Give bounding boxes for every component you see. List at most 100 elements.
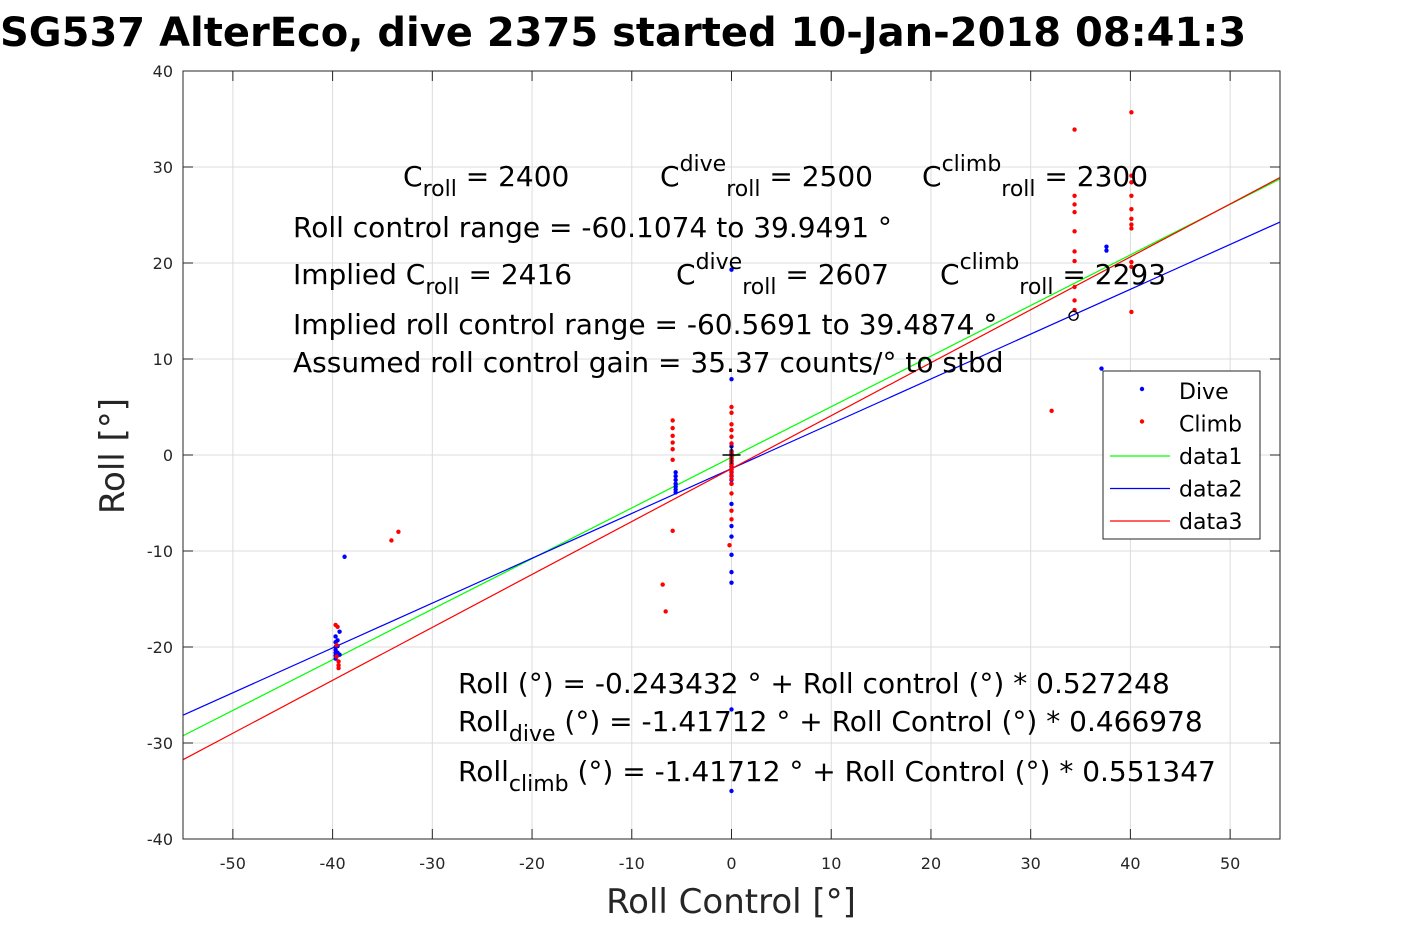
y-tick-label: 40 (153, 62, 173, 81)
climb-point (389, 538, 394, 543)
y-tick-label: -10 (147, 542, 173, 561)
roll-dive-equation: Rolldive (°) = -1.41712 ° + Roll Control… (458, 705, 1203, 747)
climb-point (1129, 259, 1134, 265)
axis-ticks (183, 70, 1280, 840)
x-tick-label: 40 (1120, 854, 1140, 873)
c-roll-annotation: Croll = 2400 (403, 160, 569, 202)
dive-point (729, 534, 734, 539)
dive-point (335, 638, 340, 643)
climb-point (1072, 202, 1077, 207)
climb-point (729, 422, 734, 427)
climb-point (1129, 180, 1134, 185)
legend-label: Climb (1179, 413, 1242, 438)
climb-point (1129, 216, 1134, 222)
climb-point (1072, 209, 1077, 215)
climb-point (670, 440, 675, 445)
climb-point (1072, 193, 1077, 198)
implied-c-roll-climb-annotation: Cclimbroll = 2293 (940, 250, 1166, 300)
climb-point (1129, 207, 1134, 212)
climb-point (336, 665, 341, 671)
dive-point (337, 629, 342, 634)
circle-marker (1068, 310, 1079, 322)
climb-point (1129, 309, 1134, 315)
climb-point (729, 517, 734, 522)
climb-point (729, 472, 734, 478)
dive-point (333, 634, 338, 639)
climb-point (729, 462, 734, 467)
dive-point (673, 473, 678, 479)
climb-point (670, 433, 675, 438)
special-markers (722, 310, 1079, 464)
climb-point (729, 410, 734, 415)
x-tick-label: 50 (1220, 854, 1240, 873)
x-tick-label: -30 (419, 854, 445, 873)
climb-point (670, 447, 675, 452)
gain-annotation: Assumed roll control gain = 35.37 counts… (293, 346, 1004, 379)
y-tick-label: 20 (153, 254, 173, 273)
legend-label: data3 (1179, 510, 1243, 535)
y-tick-label: 0 (163, 446, 173, 465)
dive-point (673, 490, 678, 495)
c-roll-climb-annotation: Cclimbroll = 2300 (922, 152, 1148, 202)
climb-point (1072, 284, 1077, 290)
x-tick-label: 10 (821, 854, 841, 873)
dive-point (729, 707, 734, 712)
implied-range-annotation: Implied roll control range = -60.5691 to… (293, 308, 997, 341)
climb-point (1129, 226, 1134, 231)
climb-point (1072, 258, 1077, 264)
climb-point (1129, 110, 1134, 115)
y-axis-label: Roll [°] (93, 398, 133, 514)
climb-point (1072, 249, 1077, 254)
x-tick-label: -40 (320, 854, 346, 873)
dive-point (729, 376, 734, 382)
climb-point (729, 404, 734, 410)
climb-point (729, 441, 734, 446)
climb-point (336, 659, 341, 664)
y-tick-label: 10 (153, 350, 173, 369)
legend: Dive Climb data1 data2 data3 (1102, 370, 1261, 540)
legend-marker-climb (1139, 419, 1145, 424)
chart-title: SG537 AlterEco, dive 2375 started 10-Jan… (0, 10, 1246, 56)
climb-point (729, 481, 734, 486)
dive-point (729, 569, 734, 575)
dive-point (729, 267, 734, 272)
dive-point (729, 788, 734, 794)
roll-equation: Roll (°) = -0.243432 ° + Roll control (°… (458, 667, 1170, 700)
dive-point (342, 554, 347, 559)
climb-point (1072, 127, 1077, 132)
legend-label: Dive (1179, 380, 1229, 405)
climb-point (1129, 173, 1134, 178)
climb-point (670, 457, 675, 462)
dive-point (673, 477, 678, 483)
implied-c-roll-dive-annotation: Cdiveroll = 2607 (676, 250, 889, 300)
x-tick-label: 0 (726, 854, 736, 873)
x-tick-label: -20 (519, 854, 545, 873)
climb-point (670, 425, 675, 431)
x-tick-label: 30 (1021, 854, 1041, 873)
x-tick-label: -10 (619, 854, 645, 873)
climb-point (729, 434, 734, 439)
climb-point (670, 418, 675, 423)
legend-box (1102, 370, 1261, 540)
x-axis-label: Roll Control [°] (606, 882, 856, 922)
climb-point (729, 476, 734, 482)
climb-point (1049, 408, 1054, 414)
climb-point (660, 582, 665, 587)
climb-point (729, 491, 734, 496)
legend-label: data1 (1179, 445, 1243, 470)
c-roll-dive-annotation: Cdiveroll = 2500 (660, 152, 873, 202)
dive-point (1104, 244, 1109, 249)
dive-point (729, 552, 734, 558)
y-tick-labels: -40 -30 -20 -10 0 10 20 30 40 (147, 62, 173, 849)
legend-label: data2 (1179, 478, 1243, 503)
climb-point (1129, 264, 1134, 270)
x-tick-label: -50 (220, 854, 246, 873)
dive-point (673, 470, 678, 475)
dive-point (729, 501, 734, 507)
x-tick-label: 20 (921, 854, 941, 873)
data-points (333, 110, 1134, 794)
y-tick-label: 30 (153, 158, 173, 177)
climb-point (1129, 193, 1134, 198)
climb-point (729, 427, 734, 433)
